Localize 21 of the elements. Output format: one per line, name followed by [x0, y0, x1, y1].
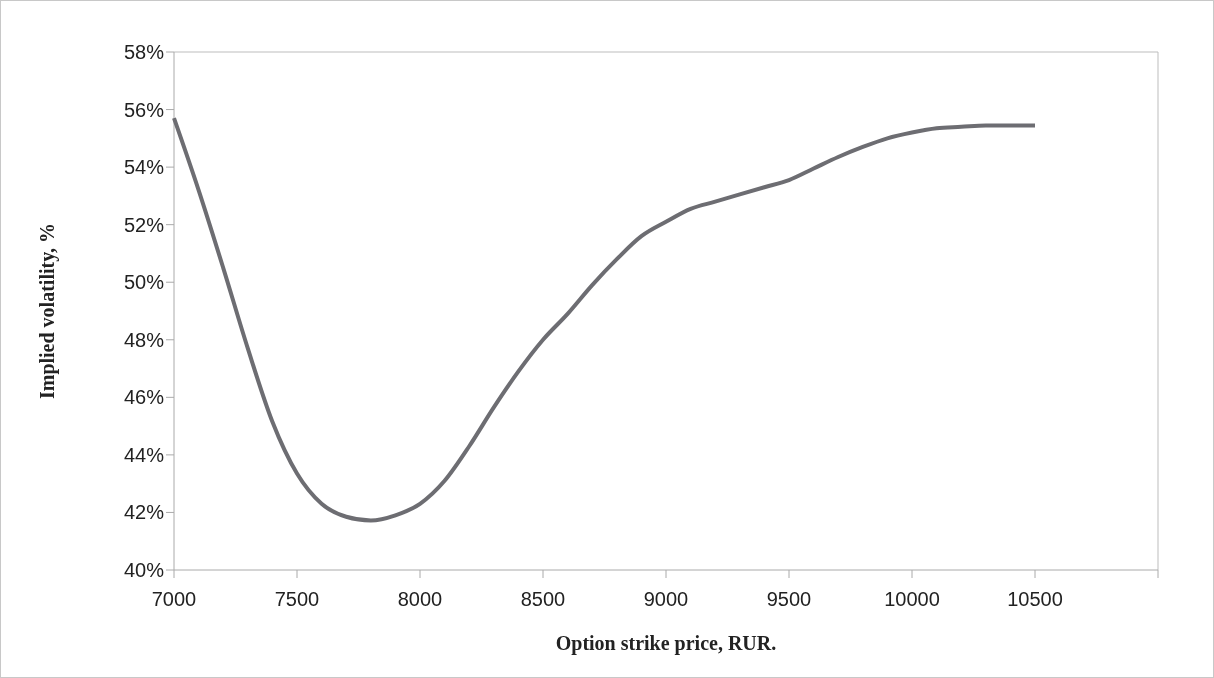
line-series — [172, 116, 1037, 523]
y-tick-label: 48% — [123, 328, 165, 351]
x-tick-label: 7000 — [151, 588, 197, 610]
y-tick-label: 44% — [123, 443, 165, 466]
x-tick-label: 8500 — [520, 588, 566, 610]
y-tick-label: 58% — [123, 41, 165, 63]
x-axis-title: Option strike price, RUR. — [555, 632, 777, 655]
y-axis-title: Implied volatility, % — [36, 222, 59, 400]
y-tick-label: 52% — [123, 213, 165, 236]
x-tick-label: 9500 — [766, 588, 812, 610]
y-tick-label: 46% — [123, 386, 165, 409]
y-tick-label: 50% — [123, 271, 165, 294]
x-tick-label: 10000 — [884, 588, 940, 610]
y-tick-label: 56% — [123, 98, 165, 121]
x-tick-label: 9000 — [643, 588, 689, 610]
y-tick-label: 42% — [123, 501, 165, 524]
y-tick-label: 40% — [123, 559, 165, 581]
x-tick-label: 8000 — [397, 588, 443, 610]
x-tick-label: 10500 — [1007, 588, 1063, 610]
y-tick-label: 54% — [123, 156, 165, 179]
x-tick-label: 7500 — [274, 588, 320, 610]
